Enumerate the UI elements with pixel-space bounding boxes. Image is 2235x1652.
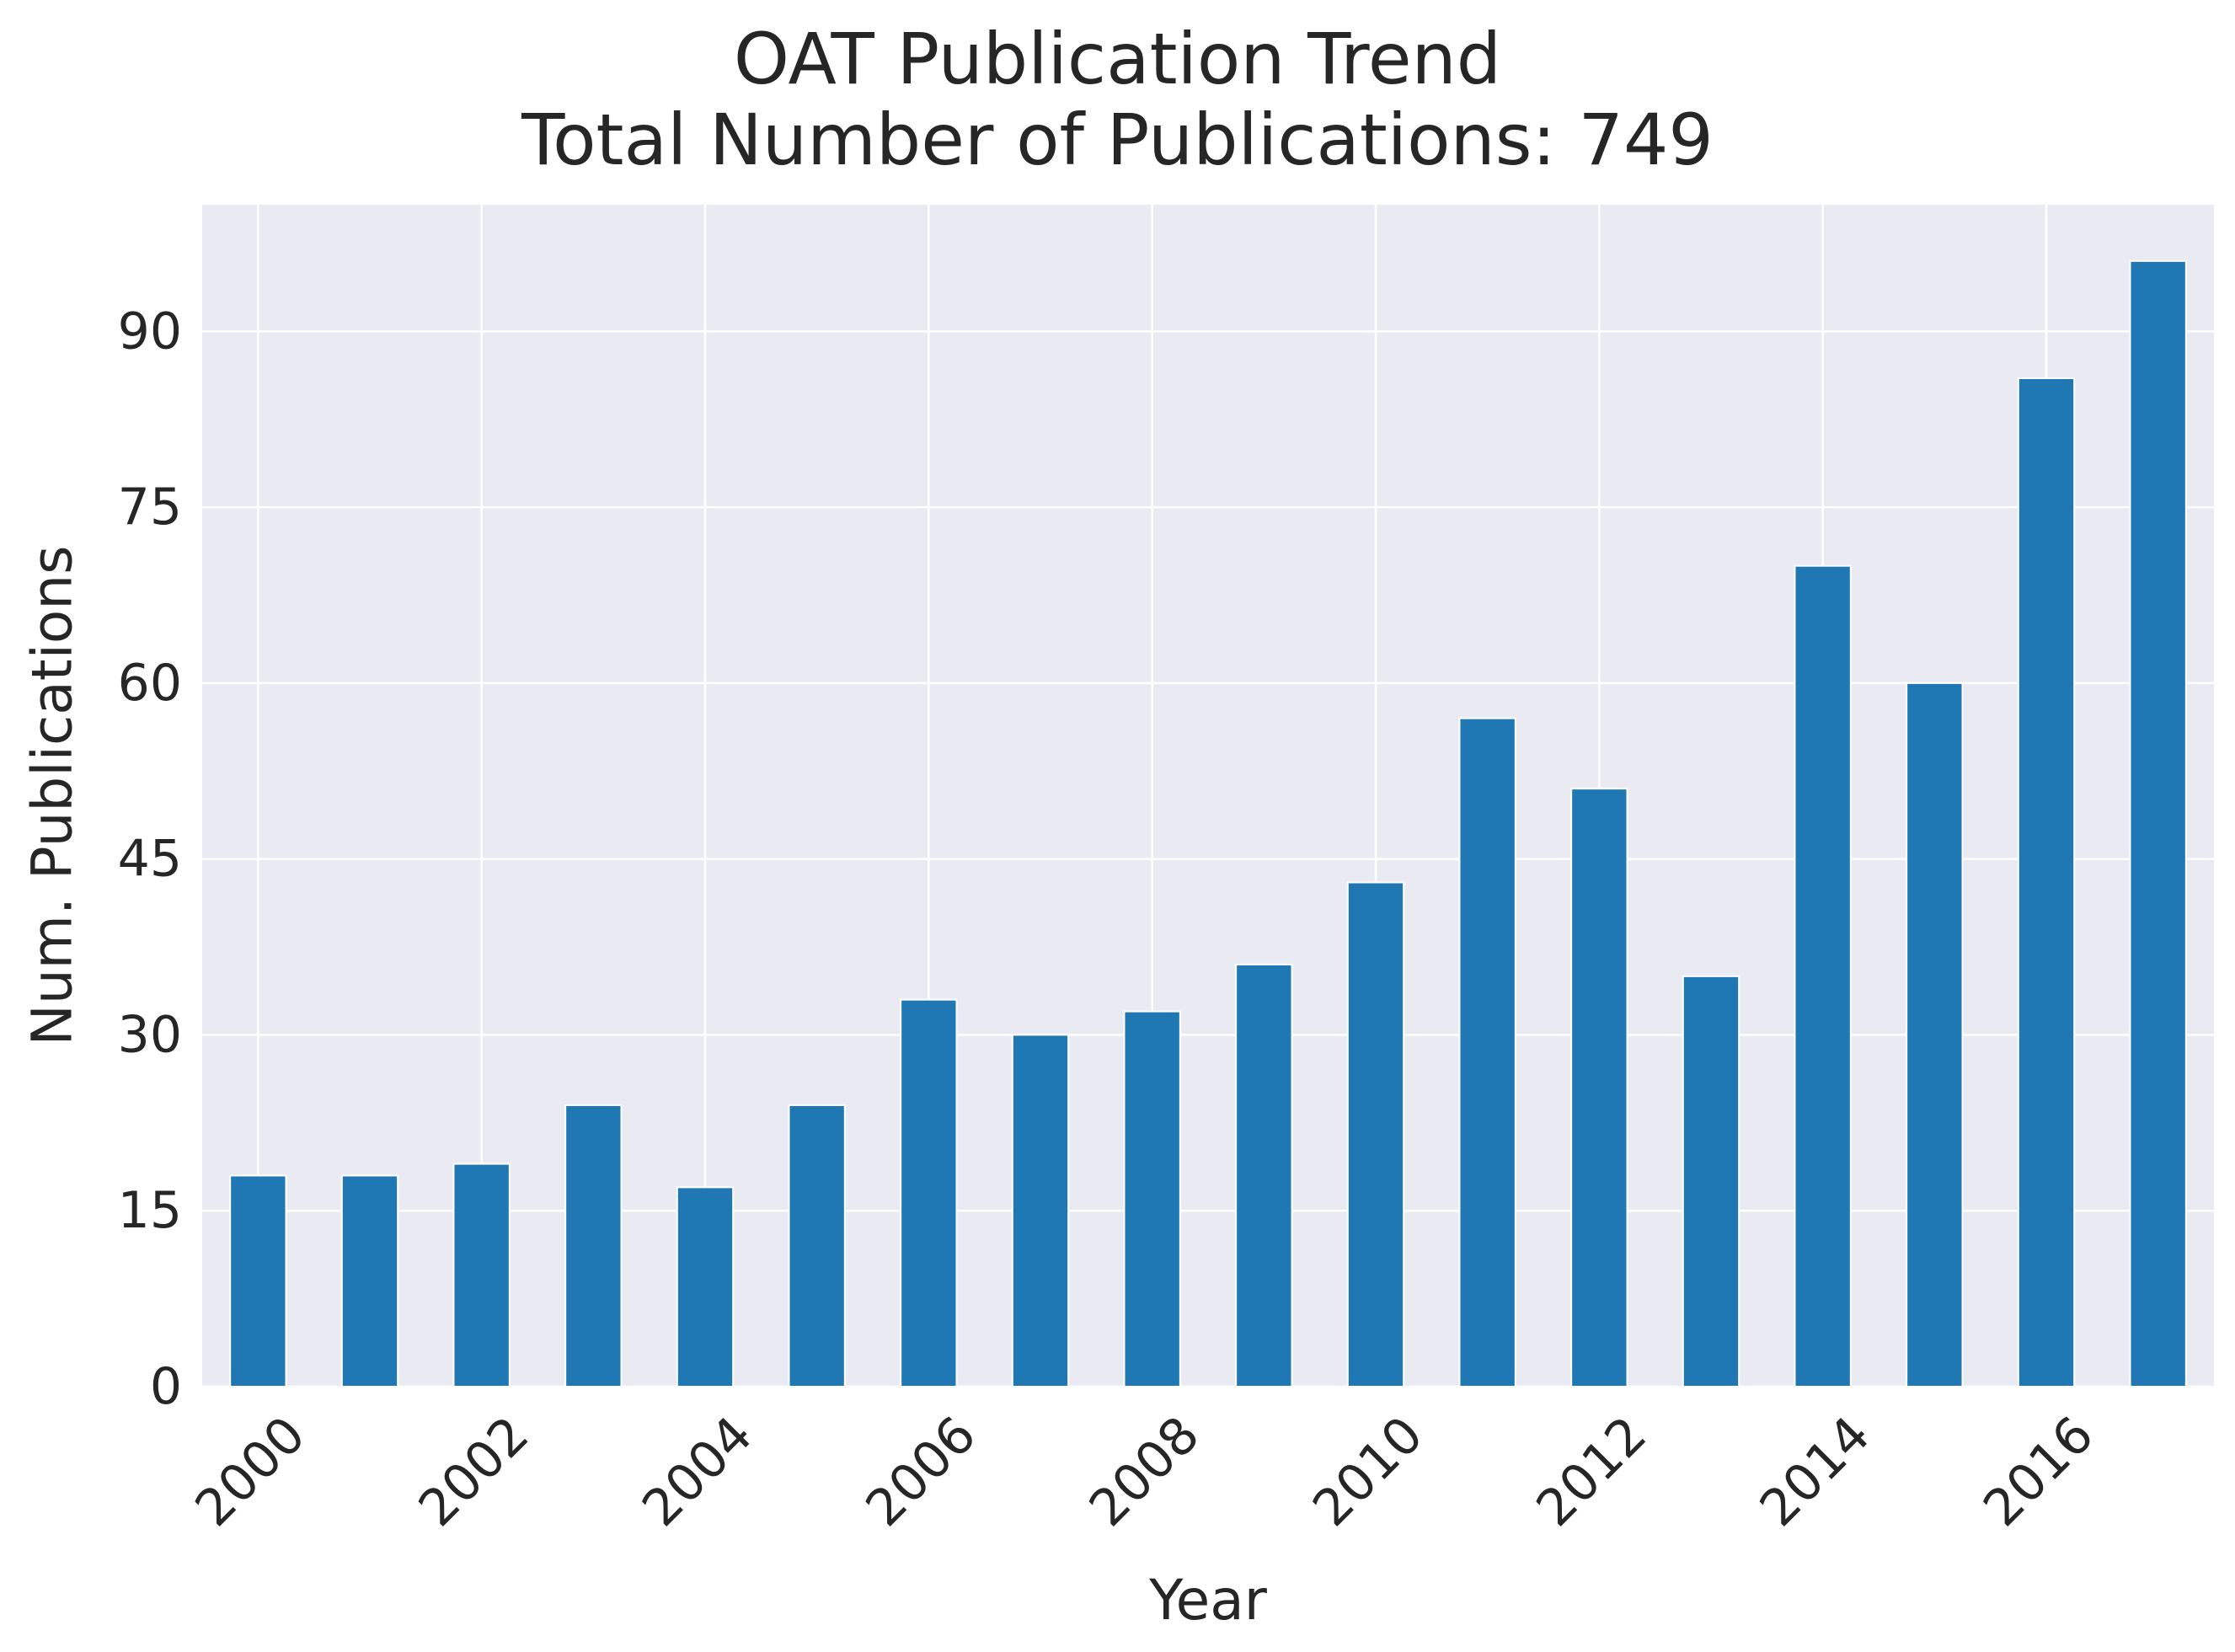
x-tick-label: 2008 (1078, 1405, 1211, 1537)
y-axis-ticks: 0 15 30 45 60 75 90 (118, 302, 182, 1416)
plot-area (202, 205, 2214, 1387)
x-axis-ticks: 2000 2002 2004 2006 2008 2010 2012 2014 2016 (184, 1405, 2105, 1537)
bar (676, 1186, 735, 1387)
y-tick-label: 45 (118, 830, 182, 889)
bars (229, 259, 2187, 1388)
bar (1235, 963, 1293, 1388)
x-axis-label: Year (1148, 1568, 1268, 1633)
x-tick-label: 2006 (855, 1405, 987, 1537)
bar (2129, 259, 2187, 1387)
bar (2017, 377, 2076, 1388)
bar (1906, 682, 1964, 1387)
bar (229, 1174, 287, 1387)
bar (1011, 1034, 1070, 1387)
bar (1570, 788, 1628, 1387)
bar (1123, 1010, 1181, 1387)
x-tick-label: 2010 (1302, 1405, 1434, 1537)
y-tick-label: 60 (118, 654, 182, 713)
bar (340, 1174, 399, 1387)
bar (900, 998, 958, 1388)
bar (564, 1104, 623, 1387)
bar (1458, 717, 1516, 1387)
bar (788, 1104, 846, 1387)
y-tick-label: 15 (118, 1181, 182, 1240)
bar (1346, 881, 1405, 1388)
bar (1682, 975, 1740, 1387)
x-tick-label: 2012 (1526, 1405, 1658, 1537)
chart-subtitle: Total Number of Publications: 749 (521, 99, 1714, 181)
y-axis-label: Num. Publications (20, 545, 85, 1045)
x-tick-label: 2002 (408, 1405, 540, 1537)
y-tick-label: 30 (118, 1005, 182, 1064)
chart-title: OAT Publication Trend (733, 18, 1502, 100)
y-tick-label: 75 (118, 478, 182, 537)
x-tick-label: 2014 (1749, 1405, 1881, 1537)
y-tick-label: 90 (118, 302, 182, 361)
x-tick-label: 2000 (184, 1405, 317, 1537)
x-tick-label: 2004 (631, 1405, 763, 1537)
y-tick-label: 0 (150, 1357, 182, 1416)
bar (452, 1163, 511, 1388)
x-tick-label: 2016 (1972, 1405, 2104, 1537)
bar (1794, 564, 1852, 1387)
